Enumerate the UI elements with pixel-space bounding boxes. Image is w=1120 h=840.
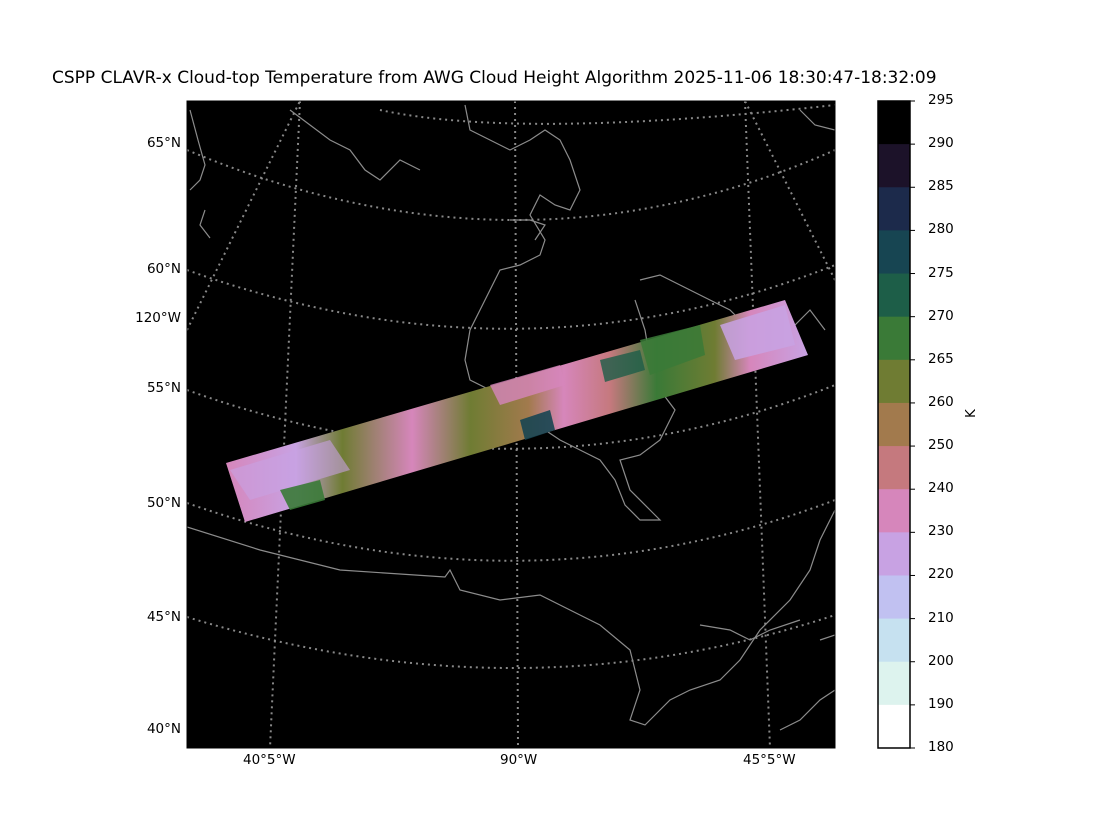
lat-label-55: 55°N [146,380,181,396]
colorbar-tick-label: 180 [928,739,954,755]
colorbar-segment [878,661,910,706]
colorbar-tick-label: 265 [928,350,954,367]
colorbar-tick-label: 285 [928,178,954,195]
figure-title: CSPP CLAVR-x Cloud-top Temperature from … [52,68,937,88]
lon-label-90w: 90°W [500,752,538,768]
colorbar [878,100,915,749]
colorbar-segment [878,273,910,318]
lon-label-75w: 45°5°W [743,752,796,768]
lat-label-60: 60°N [146,261,181,277]
colorbar-segment [878,101,910,145]
longitude-gridlines [187,101,835,748]
colorbar-segment [878,316,910,361]
lon-label-105w: 40°5°W [243,752,296,768]
colorbar-segment [878,532,910,576]
colorbar-segment [878,230,910,275]
colorbar-tick-label: 200 [928,652,954,669]
colorbar-tick-label: 290 [928,135,954,152]
colorbar-segment [878,144,910,188]
colorbar-tick-label: 190 [928,695,954,712]
colorbar-tick-label: 210 [928,609,954,626]
latitude-gridlines [187,104,835,669]
colorbar-segment [878,489,910,533]
colorbar-tick-label: 295 [928,92,954,108]
satellite-swath [226,300,808,522]
colorbar-segment [878,704,910,749]
colorbar-tick-label: 240 [928,480,954,497]
colorbar-tick-label: 250 [928,437,954,454]
colorbar-tick-label: 230 [928,523,954,540]
colorbar-segment [878,402,910,447]
lat-label-45: 45°N [146,609,181,625]
lat-label-50: 50°N [146,495,181,511]
colorbar-segment [878,446,910,490]
colorbar-segment [878,359,910,404]
colorbar-tick-label: 275 [928,264,954,281]
map-frame [186,100,836,749]
colorbar-unit-label: K [963,409,979,418]
colorbar-segment [878,187,910,231]
colorbar-frame [877,100,911,749]
colorbar-segment [878,618,910,663]
colorbar-segment [878,575,910,620]
lat-label-65: 65°N [146,135,181,151]
colorbar-tick-label: 220 [928,566,954,583]
colorbar-tick-label: 260 [928,393,954,410]
lat-label-120w: 120°W [135,310,181,326]
colorbar-tick-label: 280 [928,221,954,238]
colorbar-tick-label: 270 [928,307,954,324]
lat-label-40: 40°N [146,721,181,737]
